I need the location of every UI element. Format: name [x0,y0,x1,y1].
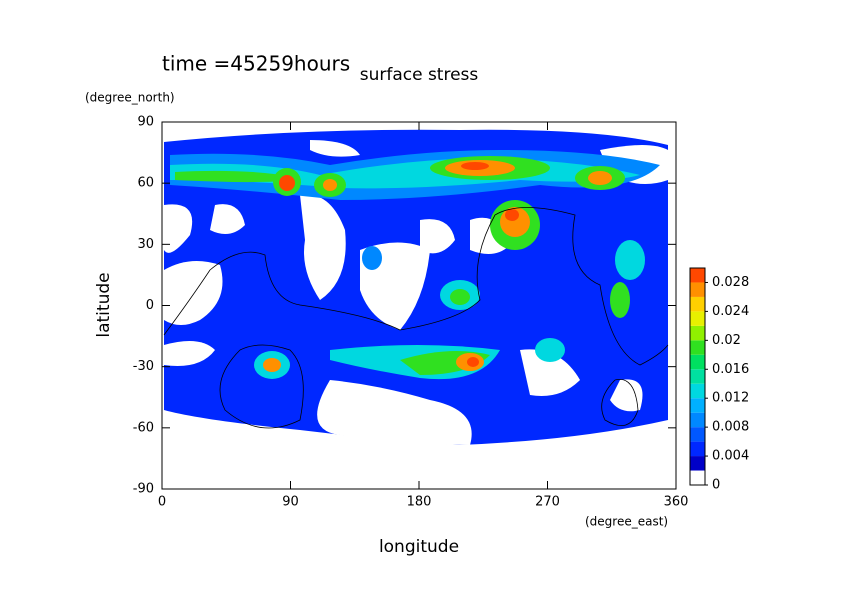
colorbar-tick-label: 0 [712,478,720,493]
colorbar-tick-label: 0.008 [712,420,749,435]
colorbar-cell [690,398,705,413]
y-tick-label: 60 [137,176,154,191]
colorbar-tick-label: 0.016 [712,362,749,377]
colorbar-cell [690,282,705,297]
colorbar-cell [690,354,705,370]
colorbar-cell [690,456,705,471]
colorbar-cell [690,325,705,341]
x-tick-label: 0 [158,495,166,510]
field-highs [170,150,660,380]
colorbar-cell [690,369,705,384]
y-tick-label: 30 [137,237,154,252]
x-unit: (degree_east) [585,515,668,529]
y-tick-label: -60 [133,420,154,435]
colorbar-frame [689,267,706,486]
y-tick-label: -30 [133,359,154,374]
colorbar-cell [690,383,705,399]
x-tick-label: 180 [407,495,432,510]
x-tick-label: 90 [282,495,299,510]
y-tick-label: -90 [133,482,154,497]
colorbar-tick-label: 0.004 [712,449,749,464]
chart-title: surface stress [360,65,479,85]
colorbar-tick-label: 0.012 [712,391,749,406]
colorbar-cell [690,412,705,428]
x-tick-label: 360 [664,495,689,510]
colorbar-cell [690,268,705,283]
y-tick-label: 0 [146,298,154,313]
colorbar-cell [690,427,705,442]
colorbar-cell [690,340,705,355]
colorbar-cell [690,470,705,485]
coastline [163,207,669,429]
y-tick-label: 90 [137,115,154,130]
colorbar-cell [690,296,705,312]
colorbar-cell [690,441,705,457]
x-axis-label: longitude [379,537,459,557]
colorbar-tick-label: 0.02 [712,333,741,348]
colorbar-tick-label: 0.028 [712,275,749,290]
time-annotation: time =45259hours [162,52,350,76]
colorbar-cell [690,311,705,326]
colorbar-tick-label: 0.024 [712,304,749,319]
y-unit: (degree_north) [85,91,175,105]
x-tick-label: 270 [535,495,560,510]
field [163,129,669,445]
y-axis-label: latitude [94,272,114,337]
